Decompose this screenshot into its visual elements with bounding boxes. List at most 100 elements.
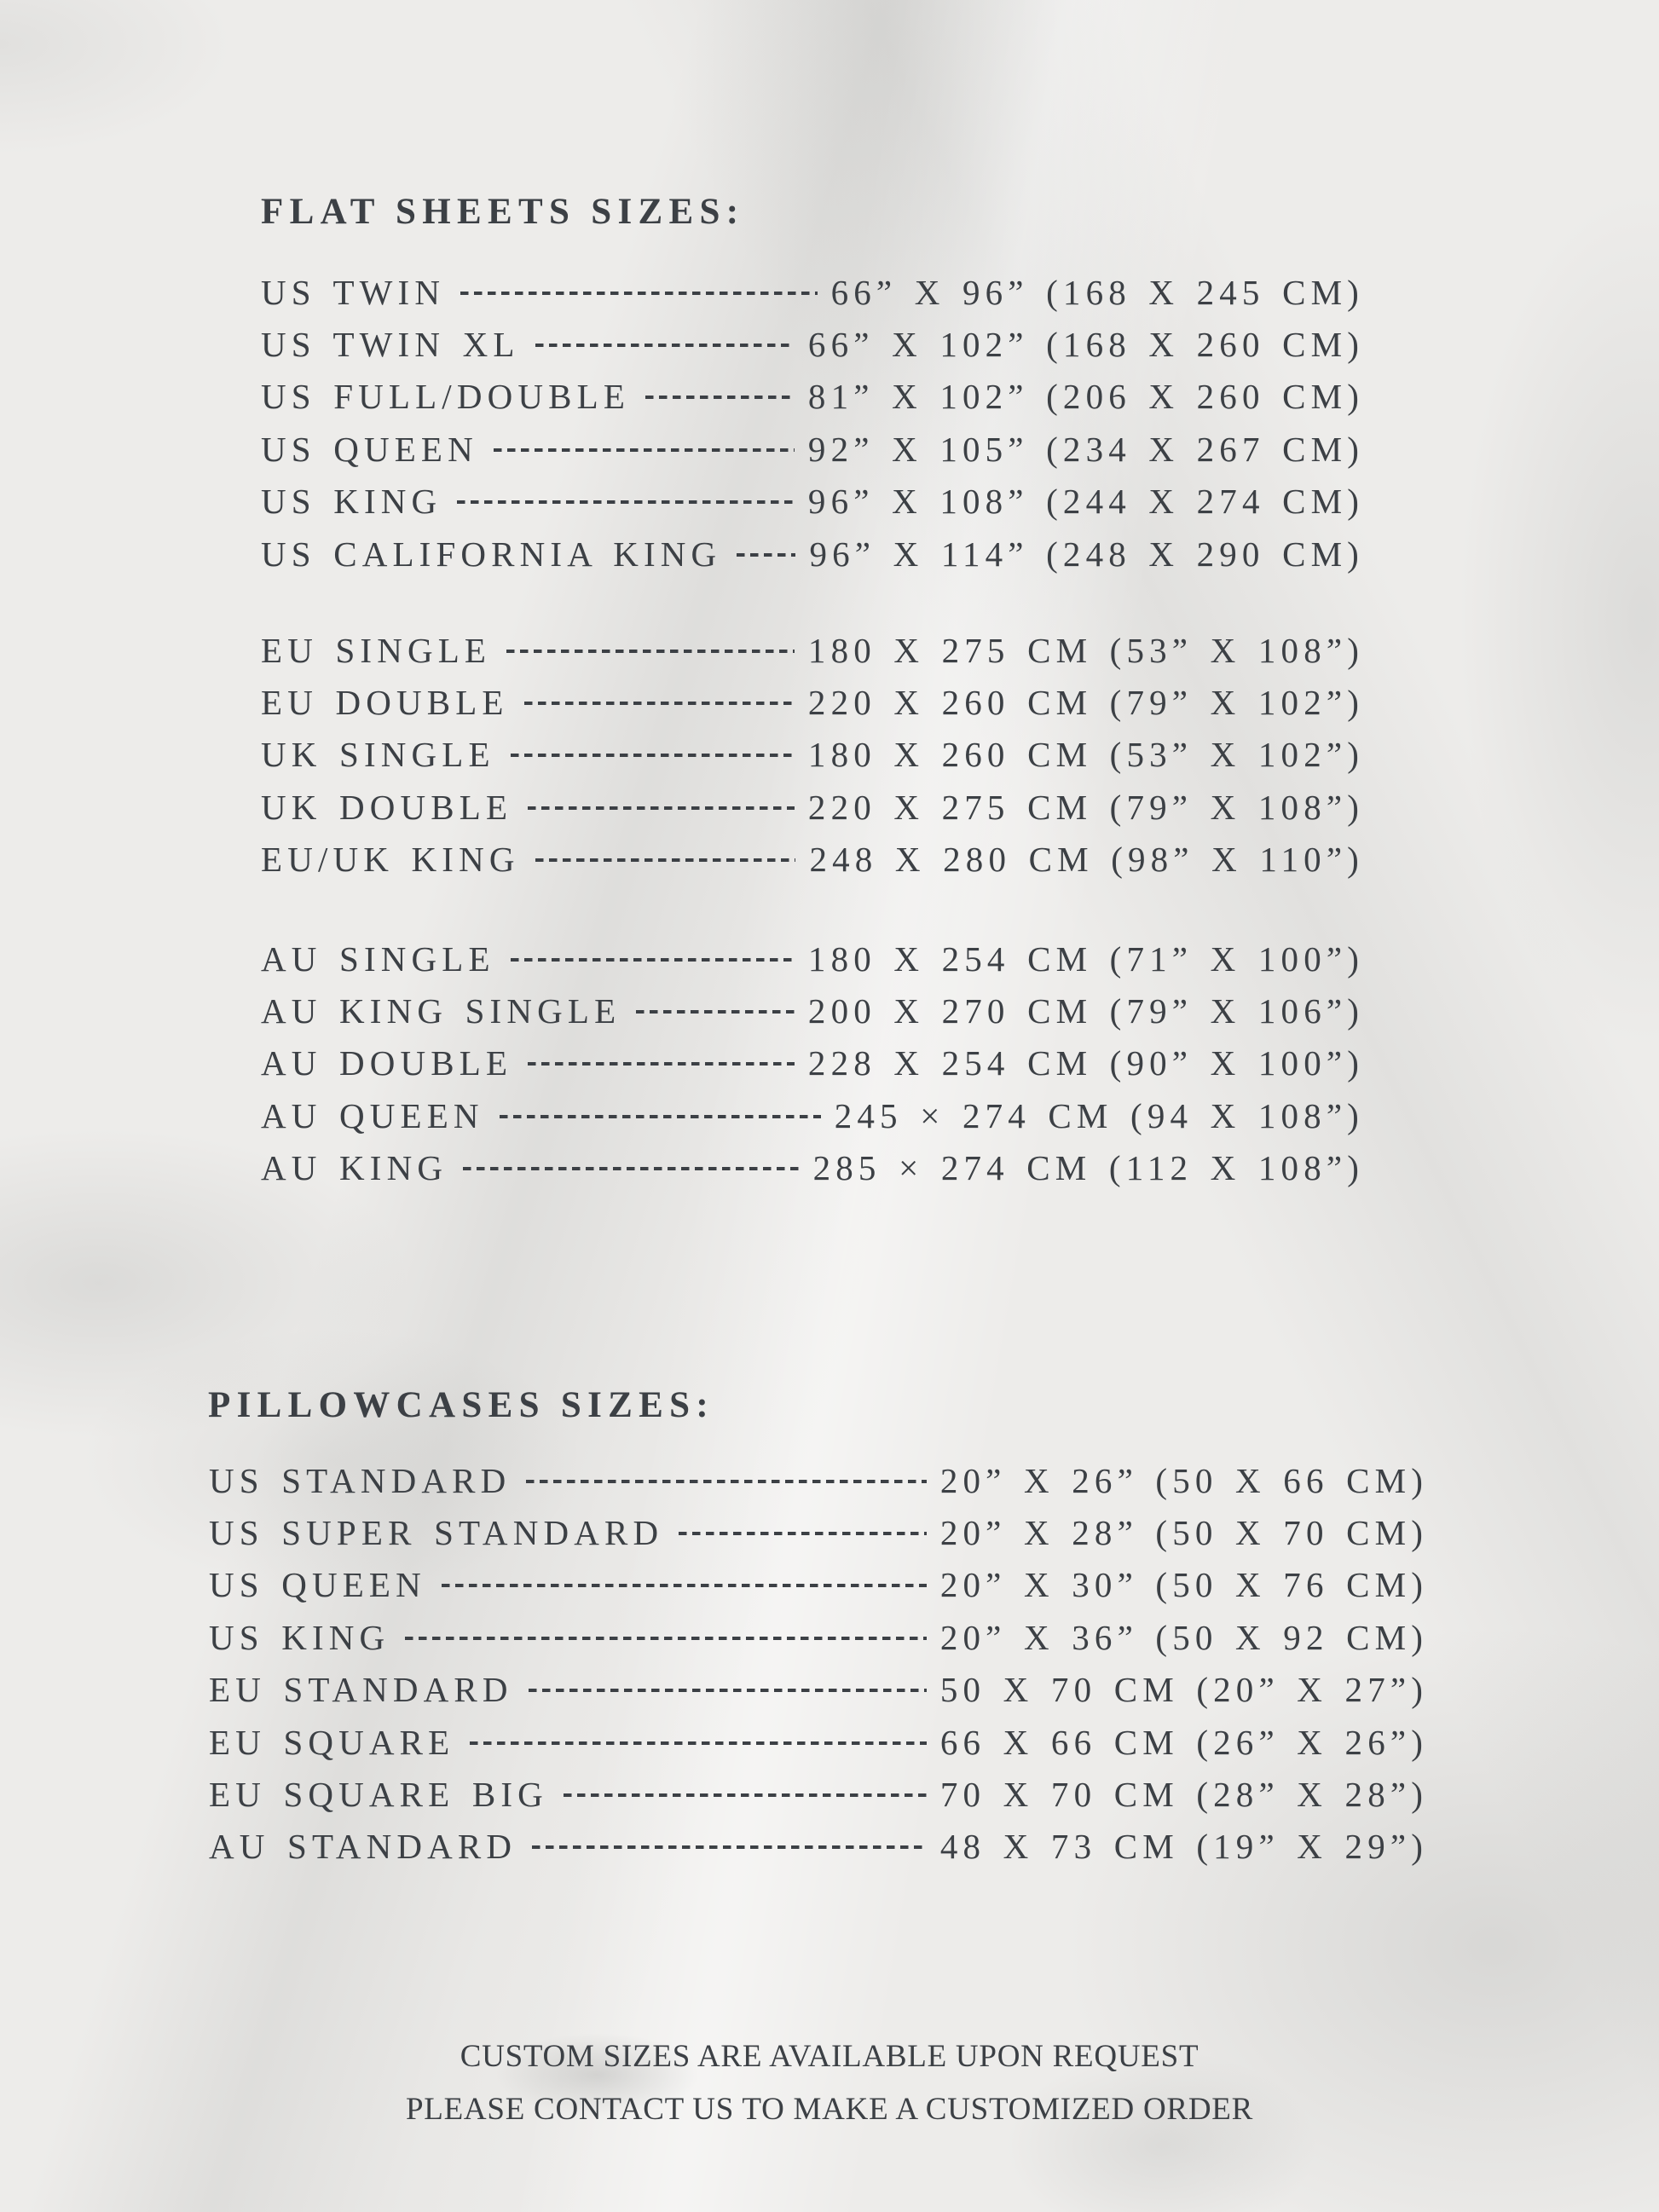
size-row: EU STANDARD 50 X 70 CM (20” X 27”) [209,1664,1428,1716]
size-row: AU SINGLE 180 X 254 CM (71” X 100”) [261,933,1364,985]
size-row: AU QUEEN 245 × 274 CM (94 X 108”) [261,1089,1364,1141]
size-value: 20” X 26” (50 X 66 CM) [939,1460,1428,1500]
size-row: US QUEEN 92” X 105” (234 X 267 CM) [261,423,1364,475]
size-row: US STANDARD 20” X 26” (50 X 66 CM) [209,1454,1428,1506]
size-value: 50 X 70 CM (20” X 27”) [939,1670,1428,1710]
dash-leader [528,1062,795,1066]
size-value: 92” X 105” (234 X 267 CM) [807,429,1364,469]
size-label: EU/UK KING [261,840,520,880]
dash-leader [493,448,795,452]
dash-leader [457,500,795,505]
size-value: 66” X 102” (168 X 260 CM) [807,325,1364,365]
size-value: 20” X 28” (50 X 70 CM) [939,1513,1428,1553]
size-row: EU/UK KING 248 X 280 CM (98” X 110”) [261,834,1364,886]
size-label: AU STANDARD [209,1827,517,1867]
size-value: 20” X 30” (50 X 76 CM) [939,1565,1428,1605]
dash-leader [737,552,796,557]
size-value: 66” X 96” (168 X 245 CM) [830,272,1364,312]
dash-leader [441,1584,927,1588]
size-row: AU KING 285 × 274 CM (112 X 108”) [261,1142,1364,1194]
size-label: US STANDARD [209,1460,512,1500]
size-value: 180 X 254 CM (71” X 100”) [807,939,1364,979]
dash-leader [405,1636,927,1640]
size-value: 81” X 102” (206 X 260 CM) [807,377,1364,417]
size-row: US TWIN 66” X 96” (168 X 245 CM) [261,266,1364,318]
dash-leader [463,1167,800,1171]
size-label: AU KING [261,1148,448,1188]
size-label: EU SQUARE BIG [209,1775,548,1815]
size-value: 228 X 254 CM (90” X 100”) [807,1043,1364,1083]
pillowcases-group: US STANDARD 20” X 26” (50 X 66 CM) US SUPE… [209,1454,1428,1873]
us-flat-sheets-group: US TWIN 66” X 96” (168 X 245 CM) US TWIN X… [261,266,1364,580]
size-row: AU STANDARD 48 X 73 CM (19” X 29”) [209,1821,1428,1873]
size-label: US TWIN [261,272,446,312]
size-label: AU KING SINGLE [261,991,621,1031]
dash-leader [645,396,795,400]
size-label: US QUEEN [209,1565,426,1605]
size-label: AU QUEEN [261,1095,484,1135]
dash-leader [470,1741,927,1745]
size-row: AU DOUBLE 228 X 254 CM (90” X 100”) [261,1037,1364,1089]
size-row: US FULL/DOUBLE 81” X 102” (206 X 260 CM) [261,371,1364,423]
size-label: US CALIFORNIA KING [261,534,722,574]
size-row: US SUPER STANDARD 20” X 28” (50 X 70 CM) [209,1506,1428,1558]
eu-uk-flat-sheets-group: EU SINGLE 180 X 275 CM (53” X 108”) EU DOU… [261,624,1364,886]
size-row: EU SQUARE BIG 70 X 70 CM (28” X 28”) [209,1768,1428,1820]
size-value: 180 X 260 CM (53” X 102”) [807,735,1364,775]
size-value: 285 × 274 CM (112 X 108”) [812,1148,1364,1188]
size-row: US TWIN XL 66” X 102” (168 X 260 CM) [261,318,1364,370]
size-value: 20” X 36” (50 X 92 CM) [939,1617,1428,1657]
size-value: 248 X 280 CM (98” X 110”) [809,840,1364,880]
dash-leader [510,957,795,962]
size-value: 70 X 70 CM (28” X 28”) [939,1775,1428,1815]
dash-leader [535,344,795,348]
size-row: EU DOUBLE 220 X 260 CM (79” X 102”) [261,676,1364,728]
size-value: 96” X 108” (244 X 274 CM) [807,482,1364,522]
dash-leader [510,754,795,758]
footer-line-custom-sizes: CUSTOM SIZES ARE AVAILABLE UPON REQUEST [460,2039,1199,2074]
dash-leader [563,1793,927,1798]
size-value: 220 X 260 CM (79” X 102”) [807,683,1364,723]
size-label: AU SINGLE [261,939,495,979]
dash-leader [460,291,818,295]
size-label: US TWIN XL [261,325,520,365]
pillowcases-section-title: PILLOWCASES SIZES: [208,1384,714,1425]
au-flat-sheets-group: AU SINGLE 180 X 254 CM (71” X 100”) AU KIN… [261,933,1364,1194]
size-label: US KING [209,1617,390,1657]
dash-leader [526,1479,927,1483]
dash-leader [528,1689,927,1693]
dash-leader [636,1010,795,1014]
size-value: 96” X 114” (248 X 290 CM) [809,534,1364,574]
size-label: EU SINGLE [261,630,492,670]
size-value: 180 X 275 CM (53” X 108”) [807,630,1364,670]
dash-leader [679,1532,927,1536]
flat-sheets-size-list: US TWIN 66” X 96” (168 X 245 CM) US TWIN X… [261,0,1364,2212]
size-label: US QUEEN [261,429,478,469]
size-value: 200 X 270 CM (79” X 106”) [807,991,1364,1031]
size-value: 48 X 73 CM (19” X 29”) [939,1827,1428,1867]
footer-note: CUSTOM SIZES ARE AVAILABLE UPON REQUEST … [0,2030,1659,2136]
size-row: EU SQUARE 66 X 66 CM (26” X 26”) [209,1716,1428,1768]
size-label: US FULL/DOUBLE [261,377,631,417]
size-row: US KING 20” X 36” (50 X 92 CM) [209,1611,1428,1663]
dash-leader [523,702,795,706]
size-value: 245 × 274 CM (94 X 108”) [834,1095,1364,1135]
pillowcases-size-list: US STANDARD 20” X 26” (50 X 66 CM) US SUPE… [209,0,1428,2212]
flat-sheets-section-title: FLAT SHEETS SIZES: [261,191,745,232]
dash-leader [499,1114,821,1118]
size-label: UK SINGLE [261,735,495,775]
dash-leader [535,858,796,863]
size-label: AU DOUBLE [261,1043,513,1083]
dash-leader [532,1845,927,1850]
size-label: US SUPER STANDARD [209,1513,664,1553]
size-row: AU KING SINGLE 200 X 270 CM (79” X 106”) [261,985,1364,1037]
size-label: US KING [261,482,442,522]
size-label: EU SQUARE [209,1722,455,1762]
size-row: UK DOUBLE 220 X 275 CM (79” X 108”) [261,781,1364,833]
size-label: EU DOUBLE [261,683,509,723]
size-value: 220 X 275 CM (79” X 108”) [807,787,1364,827]
dash-leader [506,649,795,653]
size-value: 66 X 66 CM (26” X 26”) [939,1722,1428,1762]
size-row: US KING 96” X 108” (244 X 274 CM) [261,476,1364,528]
